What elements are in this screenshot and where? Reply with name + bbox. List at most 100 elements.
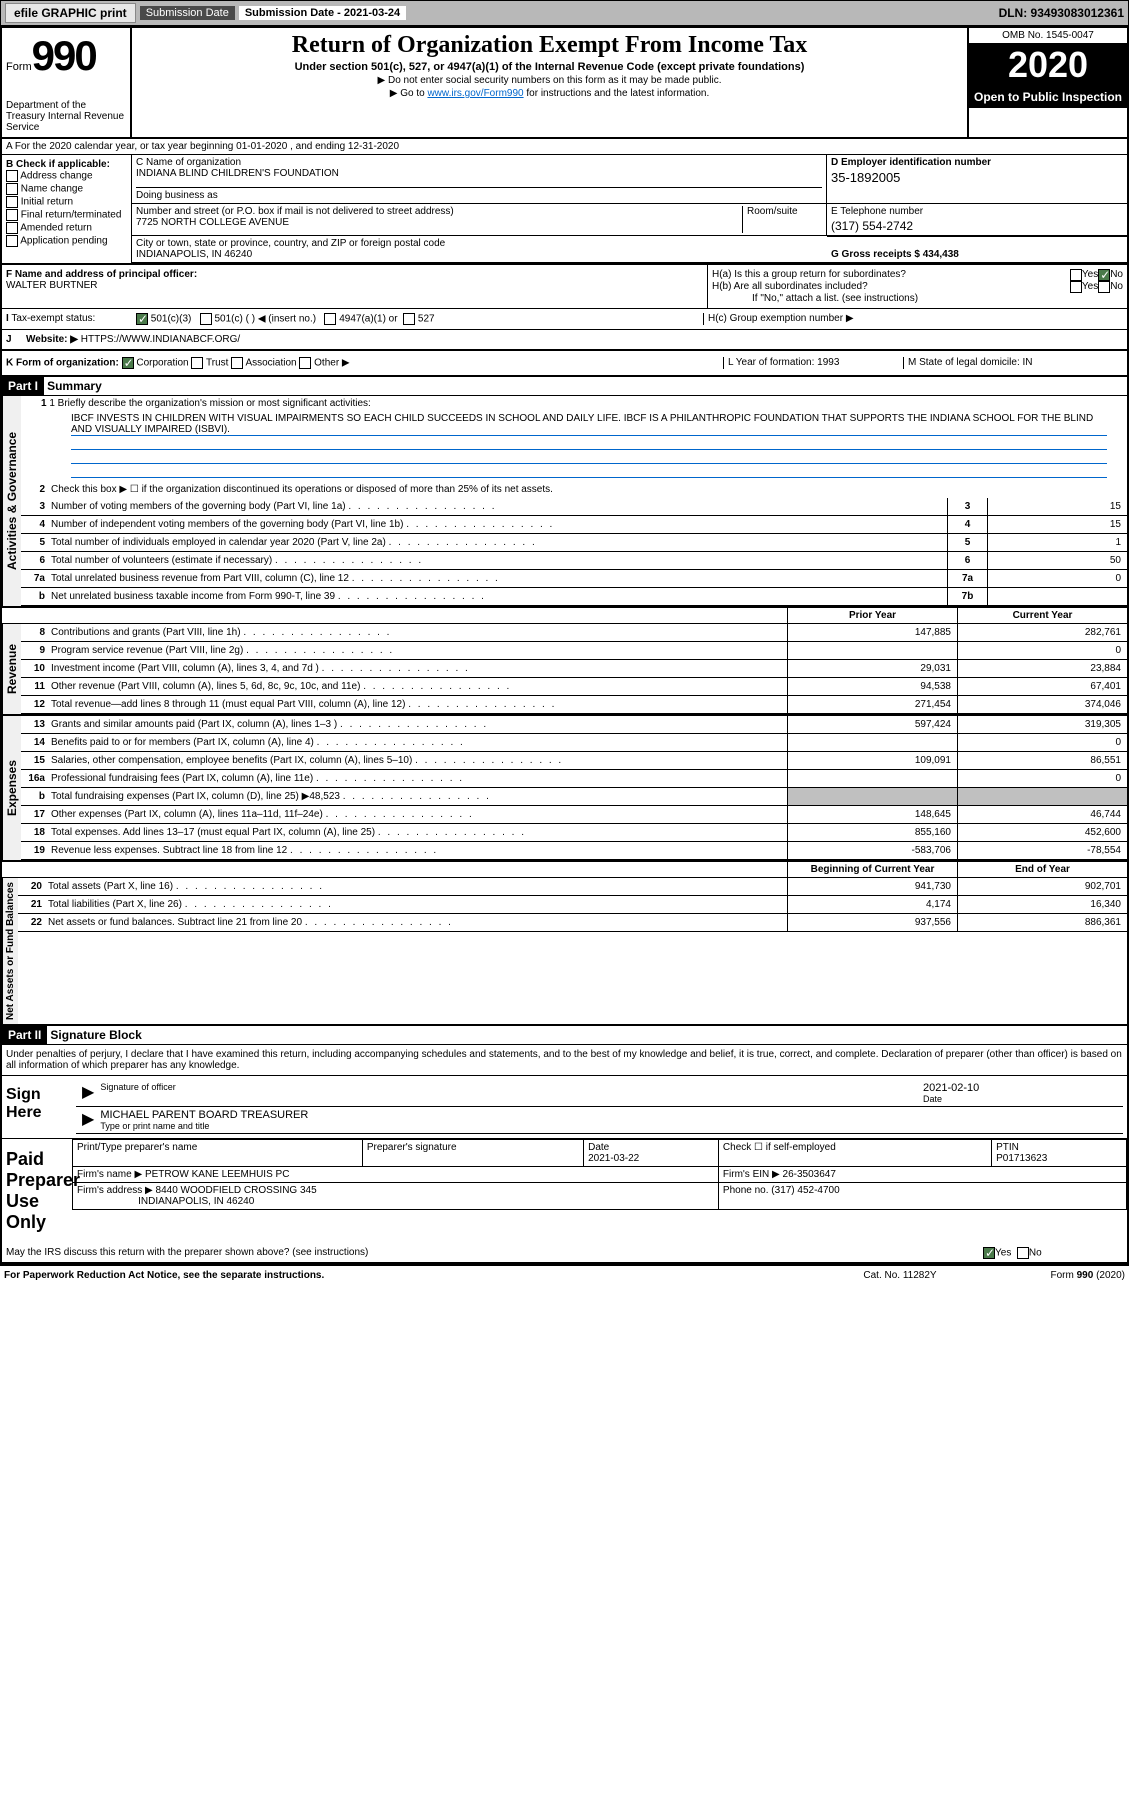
line-16a: 16a Professional fundraising fees (Part … xyxy=(21,770,1127,788)
check-assoc[interactable] xyxy=(231,357,243,369)
part1-header: Part I xyxy=(2,377,44,395)
expenses-section: Expenses 13 Grants and similar amounts p… xyxy=(2,714,1127,860)
line-22: 22 Net assets or fund balances. Subtract… xyxy=(18,914,1127,932)
l-cell: L Year of formation: 1993 xyxy=(723,357,903,369)
f-name: WALTER BURTNER xyxy=(6,280,703,291)
open-inspection: Open to Public Inspection xyxy=(969,86,1127,108)
netassets-section: Net Assets or Fund Balances 20 Total ass… xyxy=(2,878,1127,1024)
org-name: INDIANA BLIND CHILDREN'S FOUNDATION xyxy=(136,168,822,179)
check-initial[interactable]: Initial return xyxy=(6,196,127,208)
line-19: 19 Revenue less expenses. Subtract line … xyxy=(21,842,1127,860)
dept-label: Department of the Treasury Internal Reve… xyxy=(6,100,126,133)
footer-left: For Paperwork Reduction Act Notice, see … xyxy=(4,1270,825,1281)
addr-label: Number and street (or P.O. box if mail i… xyxy=(136,206,742,217)
top-bar: efile GRAPHIC print Submission Date Subm… xyxy=(0,0,1129,26)
ha-no[interactable] xyxy=(1098,269,1110,281)
k-left: K Form of organization: Corporation Trus… xyxy=(6,357,723,369)
firm-name: PETROW KANE LEEMHUIS PC xyxy=(145,1169,289,1180)
year-headers: Prior Year Current Year xyxy=(2,606,1127,624)
efile-button[interactable]: efile GRAPHIC print xyxy=(5,3,136,23)
hb-yes[interactable] xyxy=(1070,281,1082,293)
sig-date-value: 2021-02-10 xyxy=(923,1082,1123,1094)
col-b: B Check if applicable: Address change Na… xyxy=(2,155,132,263)
line-6: 6 Total number of volunteers (estimate i… xyxy=(21,552,1127,570)
line-3: 3 Number of voting members of the govern… xyxy=(21,498,1127,516)
tel-cell: E Telephone number (317) 554-2742 xyxy=(827,204,1127,236)
mission-text: IBCF INVESTS IN CHILDREN WITH VISUAL IMP… xyxy=(71,413,1107,436)
preparer-table: Print/Type preparer's name Preparer's si… xyxy=(72,1139,1127,1210)
form-prefix: Form xyxy=(6,61,32,73)
governance-section: Activities & Governance 1 1 Briefly desc… xyxy=(2,396,1127,606)
room-label: Room/suite xyxy=(742,206,822,233)
form-main: Form990 Department of the Treasury Inter… xyxy=(0,26,1129,1265)
check-final[interactable]: Final return/terminated xyxy=(6,209,127,221)
ptin-label: PTIN xyxy=(996,1142,1019,1153)
city-label: City or town, state or province, country… xyxy=(136,238,823,249)
part1-title: Summary xyxy=(47,379,102,393)
governance-label: Activities & Governance xyxy=(2,396,21,606)
current-year-header: Current Year xyxy=(957,608,1127,623)
omb-number: OMB No. 1545-0047 xyxy=(969,28,1127,44)
c-label: C Name of organization xyxy=(136,157,822,168)
check-trust[interactable] xyxy=(191,357,203,369)
revenue-section: Revenue 8 Contributions and grants (Part… xyxy=(2,624,1127,714)
line-18: 18 Total expenses. Add lines 13–17 (must… xyxy=(21,824,1127,842)
check-other[interactable] xyxy=(299,357,311,369)
sig-officer-label: Signature of officer xyxy=(100,1082,923,1092)
ein-value: 35-1892005 xyxy=(831,170,1123,185)
part2-title: Signature Block xyxy=(50,1028,141,1042)
line-9: 9 Program service revenue (Part VIII, li… xyxy=(21,642,1127,660)
check-amended[interactable]: Amended return xyxy=(6,222,127,234)
header-center: Return of Organization Exempt From Incom… xyxy=(132,28,967,137)
check-527[interactable] xyxy=(403,313,415,325)
dln-label: DLN: 93493083012361 xyxy=(999,6,1124,20)
website-row: J Website: ▶ HTTPS://WWW.INDIANABCF.ORG/ xyxy=(2,330,1127,351)
irs-link[interactable]: www.irs.gov/Form990 xyxy=(427,88,523,99)
e-label: E Telephone number xyxy=(831,206,1123,217)
check-pending[interactable]: Application pending xyxy=(6,235,127,247)
type-name-label: Type or print name and title xyxy=(100,1121,1123,1131)
fgh-row: F Name and address of principal officer:… xyxy=(2,265,1127,309)
check-corp[interactable] xyxy=(122,357,134,369)
d-label: D Employer identification number xyxy=(831,157,1123,168)
check-501c3[interactable] xyxy=(136,313,148,325)
line-14: 14 Benefits paid to or for members (Part… xyxy=(21,734,1127,752)
row-a: A For the 2020 calendar year, or tax yea… xyxy=(2,139,1127,155)
line2-text: Check this box ▶ ☐ if the organization d… xyxy=(51,482,1127,497)
part2-header-row: Part II Signature Block xyxy=(2,1024,1127,1045)
addr-cell: Number and street (or P.O. box if mail i… xyxy=(132,204,827,236)
hc-label: H(c) Group exemption number ▶ xyxy=(703,313,1123,325)
ha-yes[interactable] xyxy=(1070,269,1082,281)
line1-label: 1 Briefly describe the organization's mi… xyxy=(49,398,371,409)
sign-here-label: Sign Here xyxy=(2,1076,72,1138)
discuss-yes[interactable] xyxy=(983,1247,995,1259)
paid-preparer-label: Paid Preparer Use Only xyxy=(2,1139,72,1243)
instr2-pre: ▶ Go to xyxy=(390,88,428,99)
h-cell: H(a) Is this a group return for subordin… xyxy=(707,265,1127,308)
check-name[interactable]: Name change xyxy=(6,183,127,195)
line-5: 5 Total number of individuals employed i… xyxy=(21,534,1127,552)
form-number: 990 xyxy=(32,32,96,79)
discuss-no[interactable] xyxy=(1017,1247,1029,1259)
i-label: I xyxy=(6,313,9,324)
begin-year-header: Beginning of Current Year xyxy=(787,862,957,877)
header-right: OMB No. 1545-0047 2020 Open to Public In… xyxy=(967,28,1127,137)
line-12: 12 Total revenue—add lines 8 through 11 … xyxy=(21,696,1127,714)
line-7a: 7a Total unrelated business revenue from… xyxy=(21,570,1127,588)
dba-label: Doing business as xyxy=(136,187,822,201)
check-address[interactable]: Address change xyxy=(6,170,127,182)
org-addr: 7725 NORTH COLLEGE AVENUE xyxy=(136,217,742,228)
submission-date: Submission Date - 2021-03-24 xyxy=(239,6,406,20)
firm-name-label: Firm's name ▶ xyxy=(77,1169,142,1180)
tax-year: 2020 xyxy=(969,44,1127,86)
check-4947[interactable] xyxy=(324,313,336,325)
firm-ein-label: Firm's EIN ▶ xyxy=(723,1169,780,1180)
hb-no[interactable] xyxy=(1098,281,1110,293)
footer: For Paperwork Reduction Act Notice, see … xyxy=(0,1265,1129,1285)
form-header: Form990 Department of the Treasury Inter… xyxy=(2,28,1127,139)
check-501c[interactable] xyxy=(200,313,212,325)
instr-1: ▶ Do not enter social security numbers o… xyxy=(140,75,959,86)
discuss-row: May the IRS discuss this return with the… xyxy=(2,1243,1127,1263)
form-title: Return of Organization Exempt From Incom… xyxy=(140,32,959,59)
line-10: 10 Investment income (Part VIII, column … xyxy=(21,660,1127,678)
